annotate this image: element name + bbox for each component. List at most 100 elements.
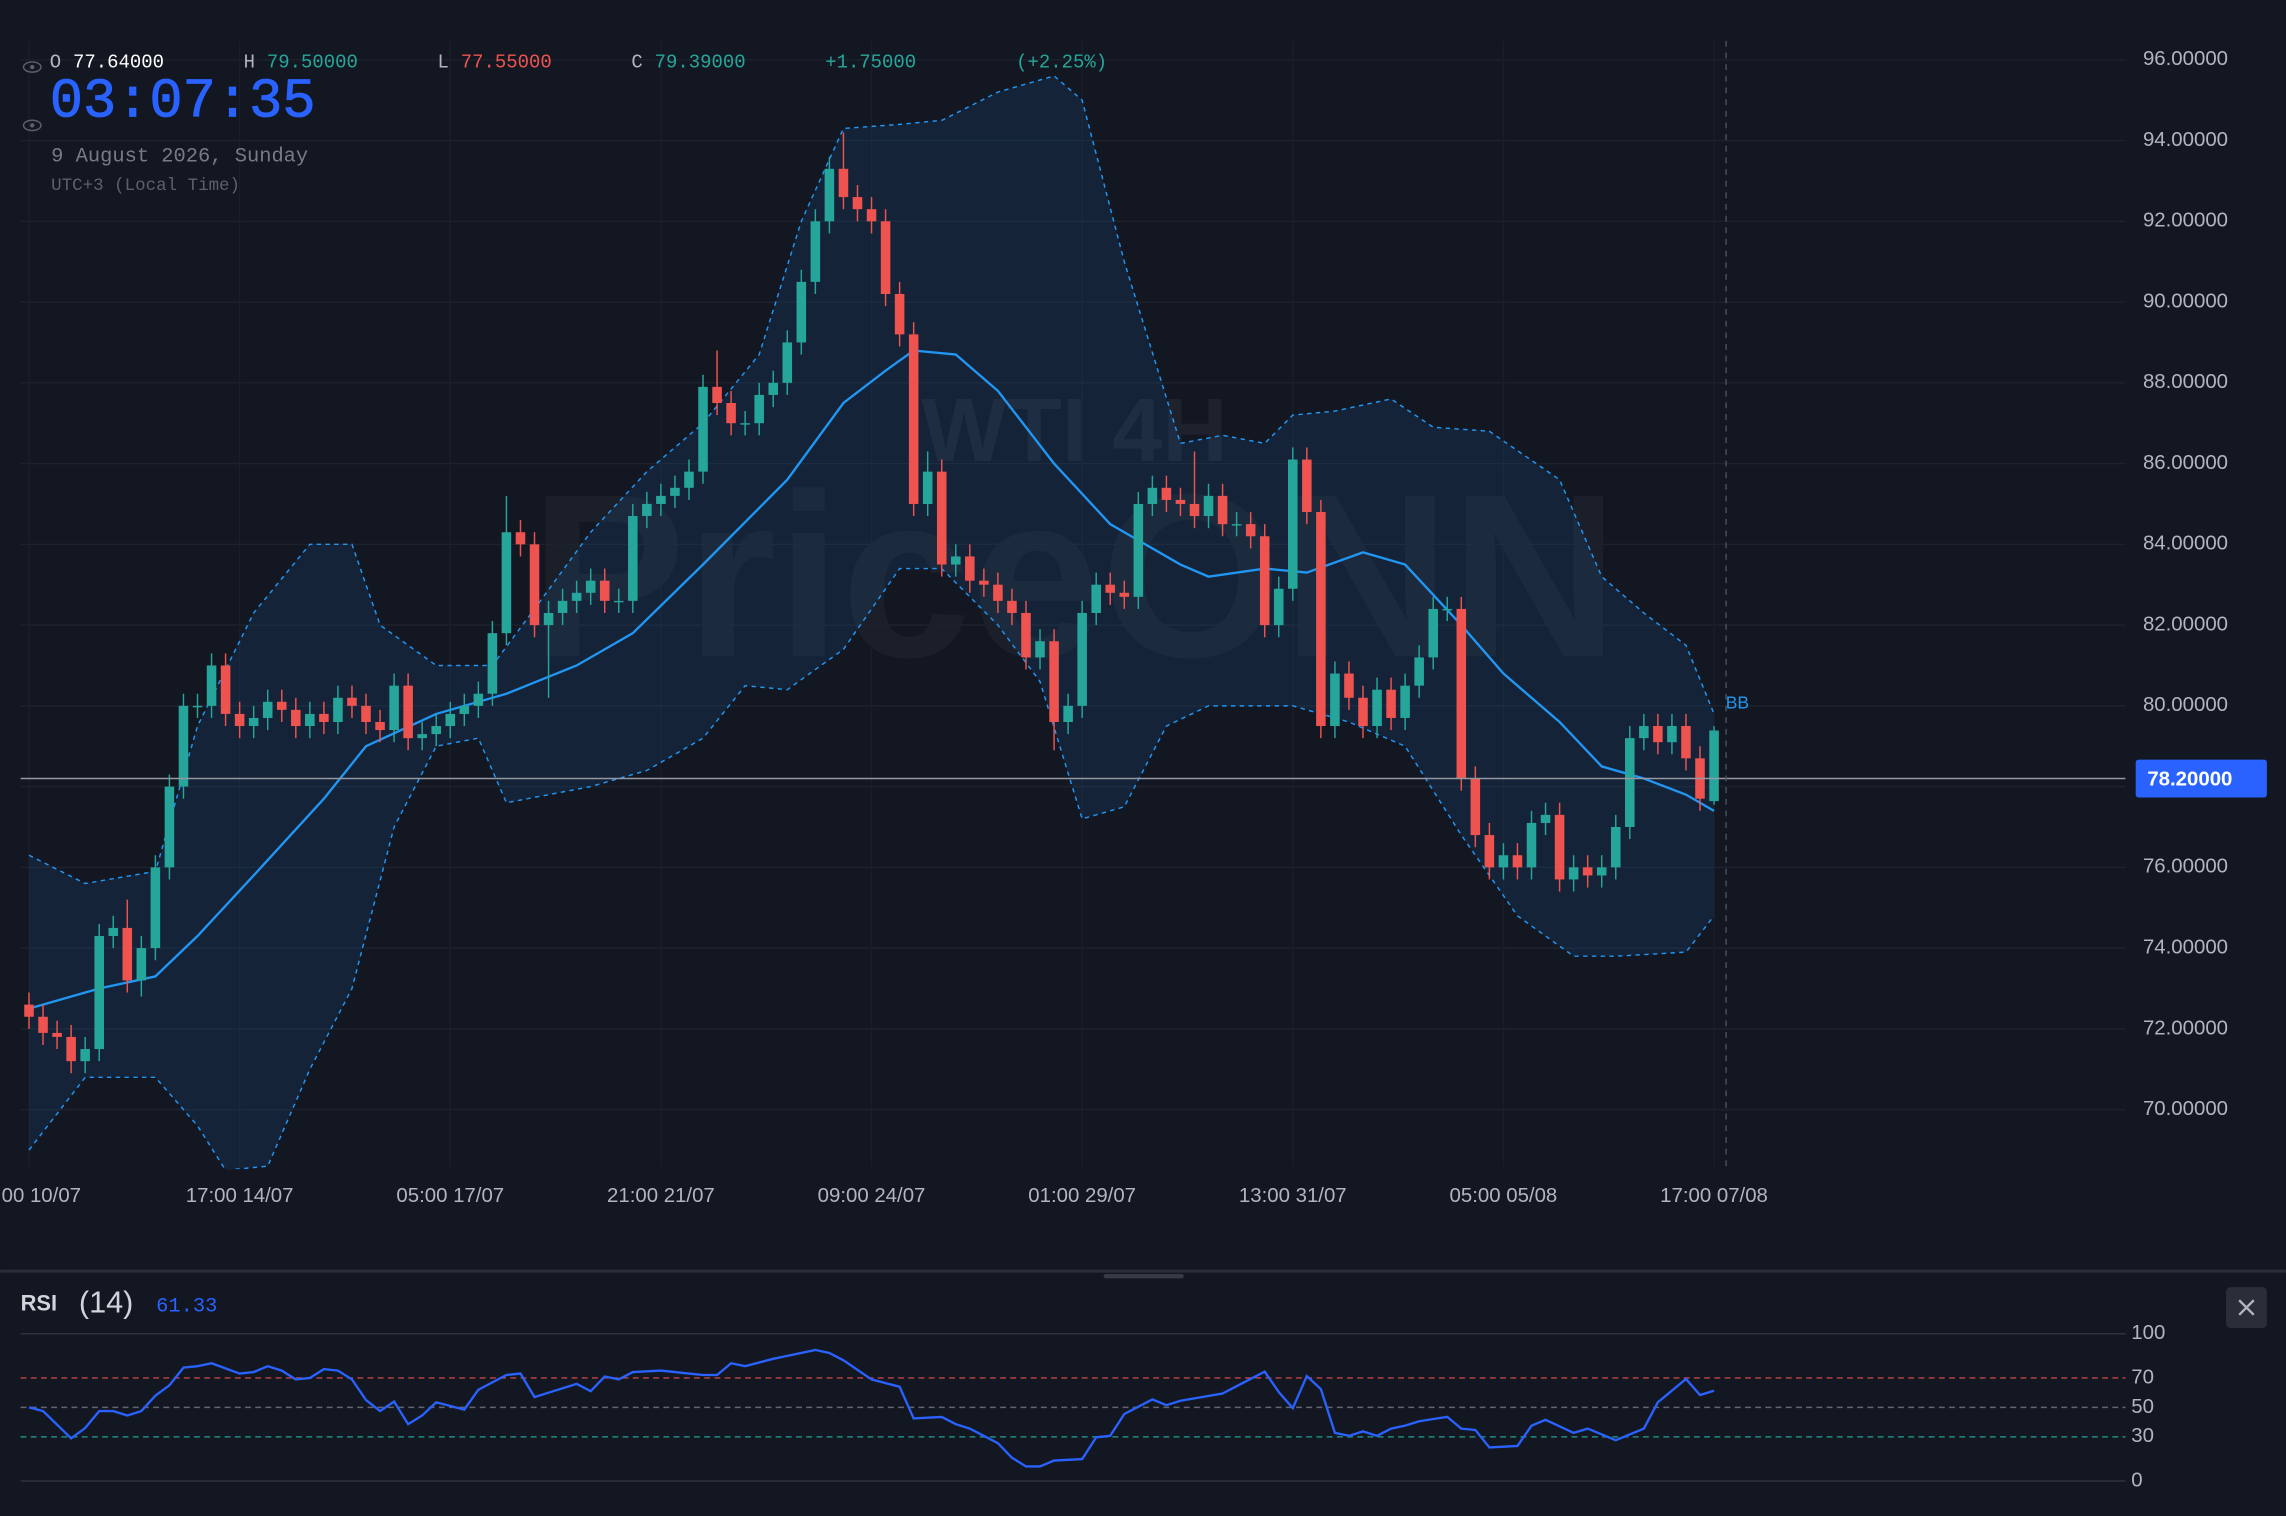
y-tick-label: 72.00000 (2143, 1017, 2228, 1039)
candle-body (1625, 738, 1635, 827)
candle-body (1119, 592, 1130, 597)
y-tick-label: 84.00000 (2143, 533, 2228, 555)
candle-body (1456, 608, 1467, 779)
ohlc-value: 79.39000 (655, 52, 746, 74)
candle-body (1161, 487, 1172, 500)
x-tick-label: 05:00 17/07 (396, 1185, 504, 1207)
candle-body (361, 705, 371, 722)
main-plot (20, 40, 2126, 1170)
ohlc-value: 77.55000 (461, 52, 552, 74)
band-line (28, 349, 1715, 1010)
candle-body (1259, 536, 1270, 626)
y-tick-label: 90.00000 (2143, 290, 2228, 312)
candle-body (52, 1032, 62, 1037)
candle-body (333, 697, 343, 722)
y-tick-label: 88.00000 (2143, 371, 2228, 393)
candle-body (993, 584, 1003, 601)
band-line (28, 75, 1715, 885)
ohlc-label: O (50, 52, 61, 74)
candle-body (347, 697, 357, 706)
candle-body (1568, 867, 1579, 880)
candle-body (66, 1036, 76, 1062)
candle-body (403, 685, 413, 739)
candle-body (291, 709, 301, 727)
rsi-tick-label: 100 (2131, 1322, 2165, 1344)
candle-body (557, 600, 568, 613)
y-tick-label: 86.00000 (2143, 452, 2228, 474)
candle-body (571, 592, 582, 601)
candle-body (431, 726, 441, 735)
candle-body (782, 342, 793, 383)
rsi-value: 61.33 (156, 1295, 217, 1318)
y-tick-label: 74.00000 (2143, 937, 2228, 959)
candle-body (1667, 726, 1677, 743)
candle-body (445, 713, 456, 727)
candle-body (1470, 778, 1481, 836)
candle-body (473, 693, 484, 706)
candle-body (1063, 705, 1073, 722)
candle-body (94, 935, 104, 1050)
candle-body (1596, 867, 1607, 876)
candle-body (1189, 503, 1200, 517)
candle-body (305, 713, 315, 727)
candle-body (164, 786, 175, 868)
candle-body (1554, 814, 1565, 880)
candle-body (726, 403, 736, 424)
candle-body (501, 532, 512, 634)
ohlc-label: C (631, 52, 642, 74)
candle-body (375, 721, 385, 731)
candle-body (740, 423, 750, 425)
ohlc-label: L (437, 52, 448, 74)
y-tick-label: 76.00000 (2143, 856, 2228, 878)
candle-body (670, 487, 680, 496)
clock: 03:07:35 (50, 71, 316, 134)
candle-body (206, 665, 217, 706)
candle-body (1414, 657, 1424, 686)
candle-body (965, 556, 975, 581)
candle-body (178, 705, 189, 787)
candle-body (1582, 867, 1593, 876)
candle-body (1372, 689, 1382, 727)
candle-body (1681, 726, 1691, 759)
candle-body (319, 713, 329, 722)
x-tick-label: 17:00 07/08 (1660, 1185, 1768, 1207)
date: 9 August 2026, Sunday (51, 145, 308, 168)
candle-body (1007, 600, 1017, 613)
candle-body (24, 1004, 34, 1017)
rsi-tick-label: 70 (2131, 1366, 2154, 1388)
candle-body (1217, 495, 1228, 525)
y-tick-label: 94.00000 (2143, 129, 2228, 151)
candle-body (936, 471, 947, 565)
x-tick-label: 01:00 29/07 (1028, 1185, 1136, 1207)
change: +1.75000 (825, 52, 916, 74)
candle-body (922, 471, 933, 504)
candle-body (136, 948, 147, 981)
x-tick-label: 17:00 14/07 (186, 1185, 294, 1207)
candle-body (979, 580, 989, 585)
candle-body (1400, 685, 1410, 718)
eye-icon (22, 61, 42, 73)
candle-body (220, 665, 231, 714)
rsi-title: RSI (21, 1290, 57, 1315)
candle-body (1245, 524, 1256, 537)
candle-body (754, 394, 764, 424)
y-tick-label: 96.00000 (2143, 48, 2228, 70)
candle-body (108, 927, 119, 936)
y-tick-label: 80.00000 (2143, 694, 2228, 716)
candle-body (459, 705, 470, 714)
rsi-tick-label: 0 (2131, 1469, 2142, 1491)
candle-body (1203, 495, 1214, 517)
candle-body (1091, 584, 1101, 613)
close-button[interactable] (2226, 1287, 2267, 1328)
resize-handle[interactable] (1103, 1274, 1184, 1279)
candle-body (908, 334, 919, 504)
candle-body (1035, 641, 1045, 658)
x-tick-label: 09:00 24/07 (818, 1185, 926, 1207)
candle-body (234, 713, 245, 727)
rsi-plot (28, 1348, 1715, 1468)
x-tick-label: 00 10/07 (2, 1185, 81, 1207)
y-tick-label: 70.00000 (2143, 1098, 2228, 1120)
ohlc-label: H (244, 52, 255, 74)
close-icon[interactable] (2238, 1299, 2255, 1316)
